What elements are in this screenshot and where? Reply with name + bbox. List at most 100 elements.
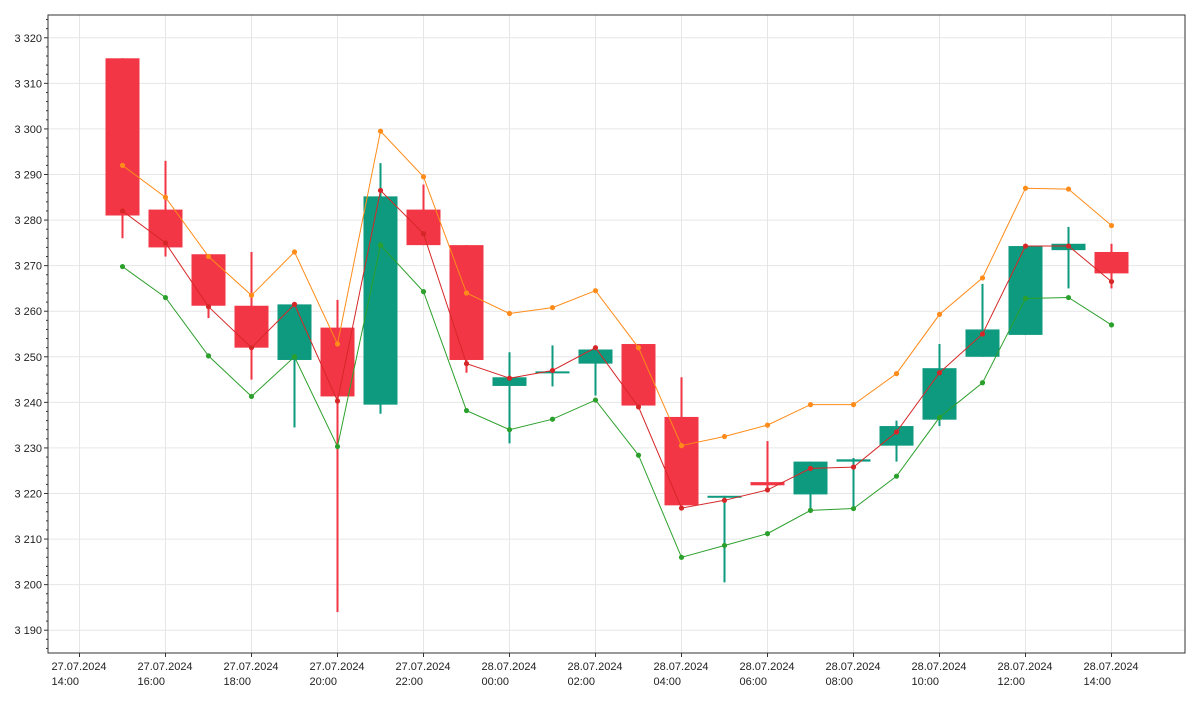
upper-band-point <box>291 249 298 255</box>
middle-line-point <box>119 208 126 214</box>
candle-body <box>750 482 785 486</box>
y-tick-label: 3 240 <box>14 397 42 409</box>
candle-body <box>578 349 613 364</box>
middle-line-point <box>549 367 556 374</box>
candle-body <box>191 254 226 306</box>
middle-line-point <box>893 429 900 435</box>
candle-body <box>664 416 699 506</box>
candles <box>105 58 1129 612</box>
candle-body <box>707 495 742 498</box>
x-tick-time: 12:00 <box>998 676 1026 688</box>
x-tick-date: 28.07.2024 <box>1084 661 1139 673</box>
y-tick-label: 3 250 <box>14 352 42 364</box>
middle-line-point <box>678 505 685 511</box>
lower-band-point <box>936 414 943 420</box>
lower-band-point <box>162 294 169 301</box>
upper-band-point <box>893 371 900 377</box>
lower-band-point <box>893 473 900 479</box>
x-tick-date: 28.07.2024 <box>998 661 1053 673</box>
middle-line-point <box>592 345 599 351</box>
upper-band-point <box>807 402 814 408</box>
upper-band-point <box>248 292 255 298</box>
lower-band-point <box>291 354 298 360</box>
upper-band-point <box>463 290 470 296</box>
plot-frame <box>47 14 1186 654</box>
x-tick-time: 08:00 <box>826 676 854 688</box>
upper-band-point <box>549 304 556 311</box>
x-tick-time: 02:00 <box>568 676 596 688</box>
x-tick-time: 00:00 <box>482 676 510 688</box>
upper-band-point <box>850 402 857 408</box>
x-tick-time: 22:00 <box>396 676 424 688</box>
candle-body <box>449 245 484 360</box>
x-tick-date: 27.07.2024 <box>310 661 365 673</box>
x-tick-time: 14:00 <box>1084 676 1112 688</box>
y-tick-label: 3 190 <box>14 625 42 637</box>
middle-line-point <box>506 375 513 381</box>
y-tick-label: 3 230 <box>14 443 42 455</box>
candle-body <box>621 344 656 406</box>
upper-band-point <box>162 194 169 200</box>
x-tick-date: 27.07.2024 <box>224 661 279 673</box>
middle-line-point <box>205 304 212 310</box>
upper-band-point <box>119 162 126 168</box>
x-tick-date: 27.07.2024 <box>396 661 451 673</box>
y-tick-label: 3 320 <box>14 33 42 45</box>
upper-band-point <box>1108 222 1115 229</box>
middle-line-point <box>162 240 169 246</box>
candle-body <box>922 368 957 420</box>
indicator-lines <box>119 128 1115 560</box>
y-tick-label: 3 280 <box>14 215 42 227</box>
upper-band-point <box>678 443 685 449</box>
lower-band-line <box>122 244 1112 558</box>
middle-line-point <box>1108 278 1115 285</box>
y-tick-label: 3 310 <box>14 78 42 90</box>
upper-band-point <box>420 174 427 180</box>
lower-band-point <box>592 397 599 403</box>
x-tick-time: 06:00 <box>740 676 768 688</box>
x-tick-time: 18:00 <box>224 676 252 688</box>
candle-body <box>277 304 312 360</box>
y-tick-label: 3 290 <box>14 170 42 182</box>
lower-band-point <box>549 416 556 422</box>
x-tick-date: 28.07.2024 <box>654 661 709 673</box>
x-tick-date: 27.07.2024 <box>138 661 193 673</box>
candle-body <box>105 58 140 216</box>
middle-line-point <box>1022 243 1029 249</box>
y-tick-label: 3 220 <box>14 489 42 501</box>
x-tick-date: 28.07.2024 <box>912 661 967 673</box>
upper-band-point <box>377 128 384 134</box>
upper-band-point <box>1065 186 1072 192</box>
middle-line-line <box>122 189 1112 509</box>
lower-band-point <box>205 353 212 359</box>
upper-band-line <box>122 130 1112 447</box>
middle-line-point <box>1065 243 1072 249</box>
y-tick-label: 3 210 <box>14 534 42 546</box>
candle-body <box>406 209 441 246</box>
lower-band-point <box>248 393 255 400</box>
candle-body <box>234 305 269 348</box>
candle-body <box>492 377 527 386</box>
lower-band-point <box>635 452 642 458</box>
x-tick-date: 28.07.2024 <box>826 661 881 673</box>
upper-band-point <box>592 288 599 294</box>
y-tick-label: 3 300 <box>14 124 42 136</box>
candle-body <box>836 459 871 462</box>
lower-band-point <box>979 380 986 386</box>
upper-band-point <box>764 422 771 428</box>
y-tick-label: 3 200 <box>14 580 42 592</box>
upper-band-point <box>1022 185 1029 191</box>
upper-band-point <box>334 341 341 347</box>
lower-band-point <box>334 443 341 450</box>
x-tick-date: 27.07.2024 <box>52 661 107 673</box>
middle-line-point <box>377 187 384 194</box>
lower-band-point <box>463 407 470 414</box>
upper-band-point <box>635 345 642 351</box>
lower-band-point <box>721 542 728 549</box>
y-tick-label: 3 260 <box>14 306 42 318</box>
candle-body <box>1094 251 1129 274</box>
middle-line-point <box>248 345 255 351</box>
upper-band-point <box>721 433 728 440</box>
